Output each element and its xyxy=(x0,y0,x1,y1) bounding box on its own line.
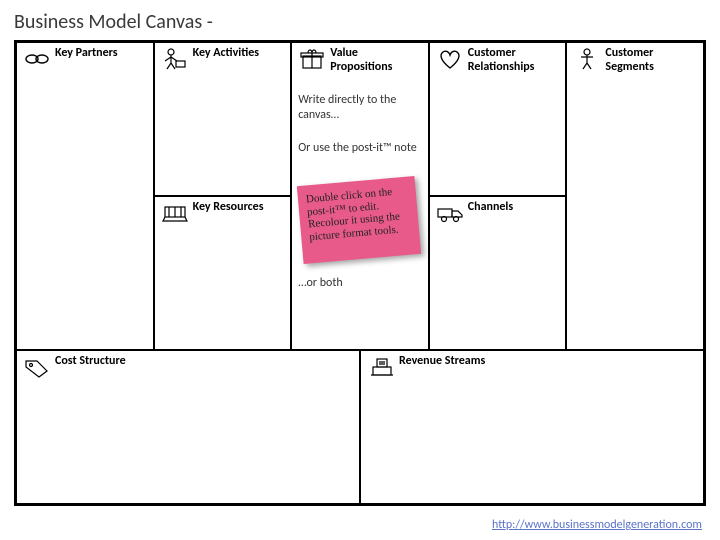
cell-key-partners[interactable]: Key Partners xyxy=(16,42,154,350)
label-value-propositions: Value Propositions xyxy=(330,47,422,75)
worker-icon xyxy=(161,47,189,71)
heart-icon xyxy=(436,47,464,71)
person-icon xyxy=(573,47,601,71)
cell-customer-relationships[interactable]: Customer Relationships xyxy=(429,42,567,196)
label-channels: Channels xyxy=(468,201,513,215)
source-link[interactable]: http://www.businessmodelgeneration.com xyxy=(492,518,702,532)
postit-note[interactable]: Double click on the post-it™ to edit. Re… xyxy=(297,176,421,264)
label-key-partners: Key Partners xyxy=(55,47,118,61)
cell-cost-structure[interactable]: Cost Structure xyxy=(16,350,360,504)
label-key-resources: Key Resources xyxy=(193,201,264,215)
cell-channels[interactable]: Channels xyxy=(429,196,567,350)
cash-register-icon xyxy=(367,355,395,379)
cell-value-propositions[interactable]: Value Propositions Write directly to the… xyxy=(291,42,429,350)
vp-text-2: Or use the post-it™ note xyxy=(298,141,422,156)
cell-customer-segments[interactable]: Customer Segments xyxy=(566,42,704,350)
truck-icon xyxy=(436,201,464,225)
label-customer-segments: Customer Segments xyxy=(605,47,697,75)
cell-revenue-streams[interactable]: Revenue Streams xyxy=(360,350,704,504)
cell-key-resources[interactable]: Key Resources xyxy=(154,196,292,350)
pallet-icon xyxy=(161,201,189,225)
label-revenue-streams: Revenue Streams xyxy=(399,355,485,369)
bmc-grid: Key Partners Key Activities Key Resource… xyxy=(14,40,706,506)
label-key-activities: Key Activities xyxy=(193,47,259,61)
vp-text-1: Write directly to the canvas… xyxy=(298,93,422,123)
link-icon xyxy=(23,47,51,71)
cell-key-activities[interactable]: Key Activities xyxy=(154,42,292,196)
label-customer-relationships: Customer Relationships xyxy=(468,47,560,75)
label-cost-structure: Cost Structure xyxy=(55,355,126,369)
tag-icon xyxy=(23,355,51,379)
gift-icon xyxy=(298,47,326,71)
page-title: Business Model Canvas - xyxy=(14,10,706,34)
vp-text-3: …or both xyxy=(298,276,422,291)
